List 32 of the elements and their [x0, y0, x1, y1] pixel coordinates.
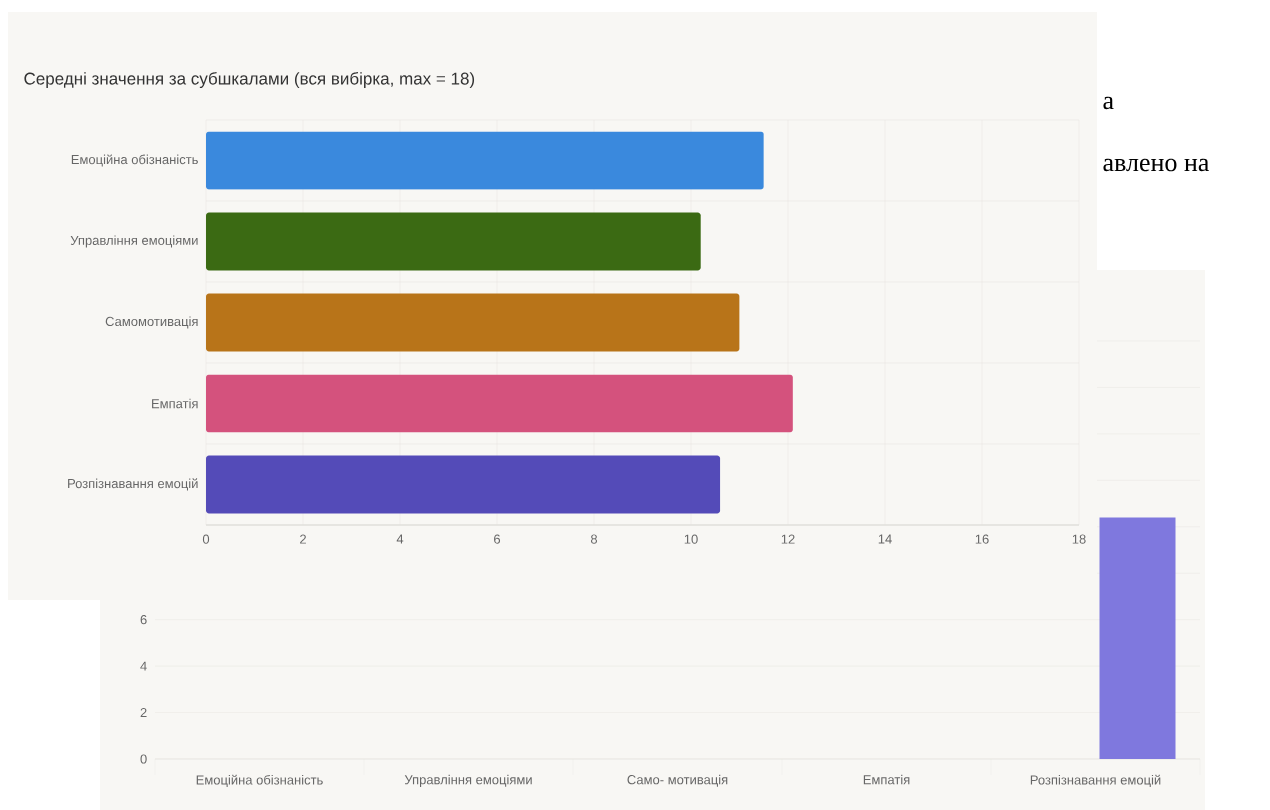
text: авлено на — [1103, 158, 1210, 172]
bar — [206, 374, 793, 433]
bar — [206, 455, 721, 514]
x-tick-label: 0 — [202, 534, 210, 544]
x-tick-label: Само- мотивація — [627, 774, 728, 787]
y-tick-label: 6 — [140, 615, 147, 625]
y-tick-label: Управління емоціями — [70, 235, 198, 248]
x-tick-label: 4 — [396, 534, 404, 544]
x-tick-label: Розпізнавання емоцій — [1030, 774, 1161, 788]
chart-title: Середні значення за субшкалами (вся вибірка, max = 18) — [24, 71, 475, 88]
y-tick-label: Розпізнавання емоцій — [68, 478, 198, 491]
x-tick-label: Емпатія — [863, 774, 910, 785]
y-tick-label: Емпатія — [152, 398, 198, 409]
y-tick-label: Самомотивація — [105, 316, 198, 329]
x-tick-label: 8 — [590, 534, 598, 544]
x-tick-label: 10 — [684, 534, 698, 544]
bar — [206, 131, 764, 190]
x-tick-label: 16 — [975, 534, 989, 544]
x-tick-label: 12 — [781, 534, 795, 544]
x-tick-label: Емоційна обізнаність — [196, 774, 323, 788]
bar — [206, 212, 701, 271]
x-tick-label: Управління емоціями — [404, 774, 532, 787]
y-tick-label: 0 — [140, 754, 147, 764]
x-tick-label: 18 — [1072, 534, 1086, 544]
bar — [206, 293, 740, 352]
x-tick-label: 6 — [494, 534, 501, 544]
x-tick-label: 2 — [300, 534, 306, 544]
y-tick-label: 4 — [140, 661, 147, 671]
y-tick-label: Емоційна обізнаність — [71, 154, 198, 167]
x-tick-label: 14 — [878, 534, 892, 544]
text: а — [1103, 96, 1114, 110]
y-tick-label: 2 — [140, 708, 147, 718]
